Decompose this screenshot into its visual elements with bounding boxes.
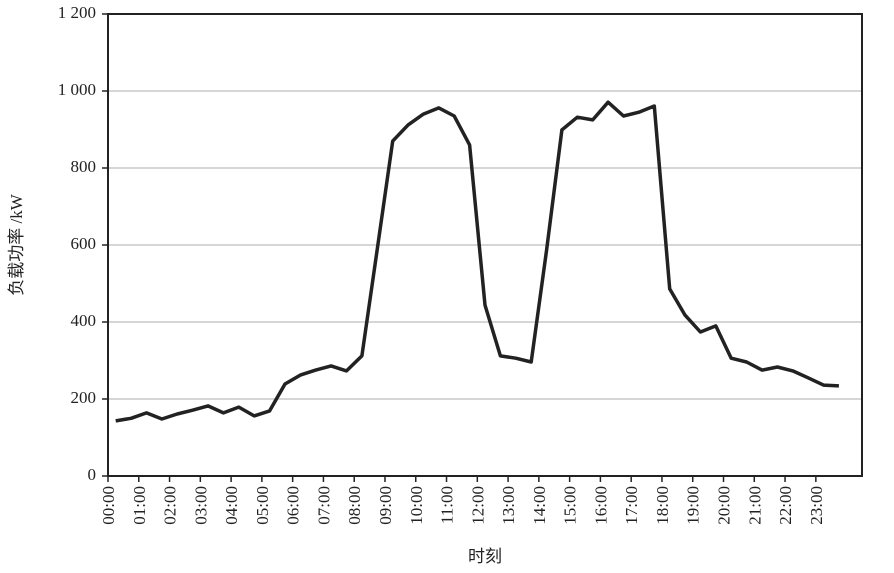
x-tick-label: 06:00 (284, 486, 303, 525)
x-tick-label: 14:00 (530, 486, 549, 525)
x-tick-label: 00:00 (99, 486, 118, 525)
x-tick-label: 18:00 (653, 486, 672, 525)
x-tick-label: 05:00 (253, 486, 272, 525)
y-tick-label: 0 (88, 465, 97, 484)
y-tick-label: 800 (71, 157, 97, 176)
data-line (115, 100, 839, 423)
x-tick-label: 20:00 (715, 486, 734, 525)
y-tick-label: 1 000 (58, 80, 96, 99)
x-tick-label: 09:00 (376, 486, 395, 525)
x-tick-label: 04:00 (222, 486, 241, 525)
x-tick-label: 03:00 (191, 486, 210, 525)
x-tick-label: 08:00 (345, 486, 364, 525)
y-tick-label: 600 (71, 234, 97, 253)
x-tick-label: 17:00 (622, 486, 641, 525)
y-tick-label: 400 (71, 311, 97, 330)
x-tick-label: 12:00 (468, 486, 487, 525)
y-axis-label: 负载功率 /kW (7, 193, 26, 295)
y-tick-label: 1 200 (58, 3, 96, 22)
x-tick-label: 10:00 (407, 486, 426, 525)
x-tick-label: 11:00 (438, 486, 457, 524)
x-tick-label: 07:00 (314, 486, 333, 525)
y-tick-label: 200 (71, 388, 97, 407)
x-tick-label: 01:00 (130, 486, 149, 525)
x-axis-label: 时刻 (468, 547, 502, 566)
x-tick-label: 19:00 (684, 486, 703, 525)
plot-frame (107, 13, 863, 477)
x-tick-label: 13:00 (499, 486, 518, 525)
x-tick-label: 21:00 (745, 486, 764, 525)
x-tick-label: 22:00 (776, 486, 795, 525)
x-tick-label: 16:00 (591, 486, 610, 525)
x-tick-label: 23:00 (807, 486, 826, 525)
x-tick-label: 15:00 (561, 486, 580, 525)
x-tick-label: 02:00 (161, 486, 180, 525)
